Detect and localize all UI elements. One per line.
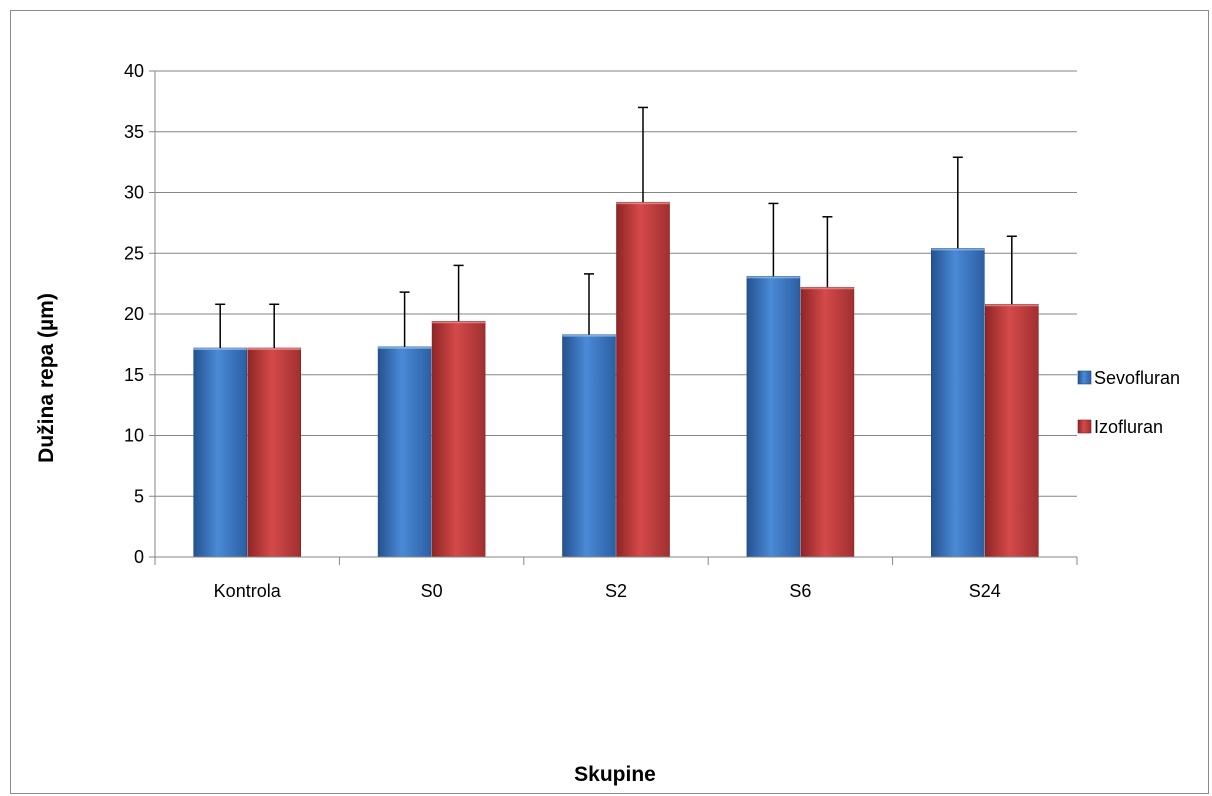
legend-label-izofluran: Izofluran: [1094, 417, 1163, 437]
bar-highlight: [562, 334, 616, 337]
x-tick-label: Kontrola: [214, 581, 282, 601]
bar-sevofluran-s2: [562, 334, 616, 558]
bar-highlight: [931, 248, 985, 251]
bar-highlight: [985, 304, 1039, 307]
x-tick-label: S6: [789, 581, 811, 601]
bar-izofluran-s24: [984, 303, 1039, 558]
bar-izofluran-s2: [616, 201, 670, 558]
x-tick-label: S0: [421, 581, 443, 601]
x-axis-title: Skupine: [574, 763, 656, 786]
bar-sevofluran-s0: [377, 346, 432, 558]
bar-highlight: [746, 276, 800, 279]
legend-swatch-izofluran: [1077, 419, 1092, 434]
y-tick-label: 10: [124, 426, 144, 446]
bar-highlight: [616, 202, 670, 205]
y-tick-label: 20: [124, 304, 144, 324]
y-tick-label: 40: [124, 61, 144, 81]
bar-sevofluran-s6: [746, 276, 801, 558]
y-tick-label: 0: [134, 547, 144, 567]
y-axis-title: Dužina repa (µm): [35, 293, 58, 463]
bar-highlight: [193, 348, 247, 351]
y-tick-label: 5: [134, 486, 144, 506]
bar-izofluran-s6: [800, 286, 855, 558]
legend-swatch-sevofluran: [1077, 370, 1092, 385]
y-tick-label: 30: [124, 183, 144, 203]
bar-highlight: [247, 348, 301, 351]
y-tick-label: 25: [124, 243, 144, 263]
bar-sevofluran-s24: [930, 248, 985, 558]
y-tick-label: 35: [124, 122, 144, 142]
bar-highlight: [800, 287, 854, 290]
bar-izofluran-s0: [431, 320, 486, 558]
bar-izofluran-kontrola: [247, 347, 301, 558]
bar-sevofluran-kontrola: [193, 347, 247, 558]
bar-highlight: [378, 346, 432, 349]
legend-label-sevofluran: Sevofluran: [1094, 368, 1180, 388]
x-tick-label: S24: [969, 581, 1001, 601]
bar-highlight: [432, 321, 486, 324]
y-tick-label: 15: [124, 365, 144, 385]
x-tick-label: S2: [605, 581, 627, 601]
